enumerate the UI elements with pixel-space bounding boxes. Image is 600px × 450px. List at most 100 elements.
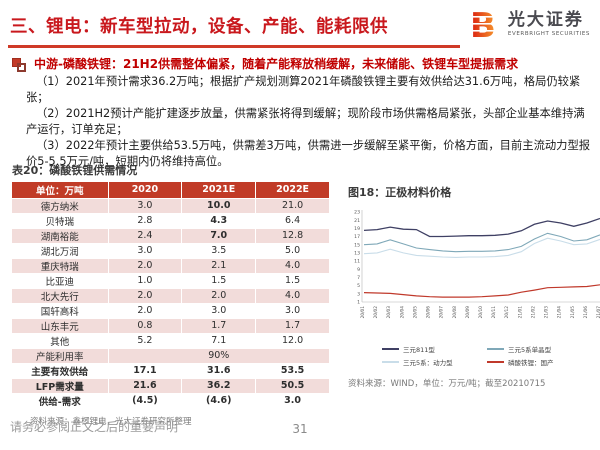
logo-name-cn: 光大证券 [507, 10, 584, 31]
row-label: 山东丰元 [12, 318, 109, 334]
svg-text:15: 15 [354, 242, 360, 248]
cell-value: 53.5 [255, 363, 330, 379]
legend-label: 三元5系单晶型 [508, 346, 552, 354]
table-row: 德方纳米 3.0 10.0 21.0 [12, 198, 330, 214]
cell-value: 4.0 [255, 288, 330, 304]
legend-line-swatch [382, 361, 399, 363]
cell-value: 1.5 [181, 273, 257, 289]
svg-text:11: 11 [354, 259, 360, 265]
svg-text:3: 3 [357, 291, 360, 297]
svg-text:20/06: 20/06 [426, 306, 432, 319]
cell-value: 7.0 [181, 228, 257, 244]
row-label: 德方纳米 [12, 198, 109, 214]
cell-value: 12.8 [255, 228, 330, 244]
cell-value: 36.2 [181, 378, 257, 394]
cell-value: 4.0 [255, 258, 330, 274]
cell-value: 1.7 [181, 318, 257, 334]
col-header-2022e: 2022E [255, 182, 330, 199]
svg-text:20/12: 20/12 [504, 306, 510, 319]
svg-text:21/02: 21/02 [530, 306, 536, 319]
row-label: 产能利用率 [12, 347, 109, 364]
cell-value: (4.6) [181, 393, 257, 409]
cell-value: 3.0 [108, 243, 183, 259]
chart-legend: 三元811型 三元5系单晶型 三元5系：动力型 磷酸铁锂：国产 [382, 344, 592, 367]
everbright-logo-icon: B [467, 7, 502, 43]
cell-value: 17.1 [108, 363, 183, 379]
page-title: 三、锂电：新车型拉动，设备、产能、能耗限供 [10, 17, 388, 37]
svg-text:5: 5 [357, 283, 360, 289]
paragraph-2: （2）2021H2预计产能扩建逐步放量，供需紧张将得到缓解；现阶段市场供需格局紧… [26, 107, 585, 136]
table-source: 资料来源：鑫椤锂电，光大证券研究所整理 [30, 416, 192, 427]
table-row: 国轩高科 2.0 3.0 3.0 [12, 303, 330, 319]
cell-value: 2.4 [108, 228, 183, 244]
svg-text:21/07: 21/07 [596, 306, 600, 319]
svg-text:20/01: 20/01 [360, 306, 366, 319]
cell-value: 0.8 [108, 318, 183, 334]
row-label: 湖北万润 [12, 243, 109, 259]
table-row: 贝特瑞 2.8 4.3 6.4 [12, 213, 330, 229]
cell-value: 5.0 [255, 243, 330, 259]
table-row: 北大先行 2.0 2.0 4.0 [12, 288, 330, 304]
svg-text:1: 1 [357, 300, 360, 306]
svg-text:20/08: 20/08 [452, 306, 458, 319]
row-label: 北大先行 [12, 288, 109, 304]
svg-text:23: 23 [354, 210, 360, 216]
figure-block: 图18：正极材料价格 1 3 5 7 9 11 13 15 17 19 21 23 20/01 20/02… [348, 184, 600, 389]
cell-value: 3.5 [181, 243, 257, 259]
row-label: 供给-需求 [12, 393, 109, 409]
table-row: 供给-需求 (4.5) (4.6) 3.0 [12, 393, 330, 409]
svg-text:21/03: 21/03 [544, 306, 550, 319]
table-row: 其他 5.2 7.1 12.0 [12, 333, 330, 349]
svg-text:21/06: 21/06 [583, 306, 589, 319]
legend-item: 三元811型 [382, 344, 487, 354]
svg-text:13: 13 [354, 251, 360, 257]
svg-text:20/09: 20/09 [465, 306, 471, 319]
legend-line-swatch [382, 348, 399, 350]
row-label: 重庆特瑞 [12, 258, 109, 274]
svg-text:19: 19 [354, 226, 360, 232]
cell-value: 2.1 [181, 258, 257, 274]
cell-value: 2.8 [108, 213, 183, 229]
svg-text:20/11: 20/11 [491, 306, 497, 319]
cell-value: 90% [108, 347, 330, 364]
svg-text:21/04: 21/04 [557, 306, 563, 319]
cell-value: 1.0 [108, 273, 183, 289]
table-row: 山东丰元 0.8 1.7 1.7 [12, 318, 330, 334]
legend-label: 三元5系：动力型 [403, 359, 453, 367]
cell-value: 1.7 [255, 318, 330, 334]
everbright-logo: B 光大证券 EVERBRIGHT SECURITIES [467, 7, 590, 43]
section-heading-row: 中游-磷酸铁锂：21H2供需整体偏紧，随着产能释放稍缓解，未来储能、铁锂车型提振… [12, 57, 592, 73]
table-row: LFP需求量 21.6 36.2 50.5 [12, 378, 330, 394]
col-header-2020: 2020 [108, 182, 183, 199]
cell-value: 1.5 [255, 273, 330, 289]
paragraph-1: （1）2021年预计需求36.2万吨；根据扩产规划测算2021年磷酸铁锂主要有效… [26, 75, 581, 104]
chart-line [363, 232, 600, 253]
cell-value: 2.0 [108, 258, 183, 274]
svg-text:20/05: 20/05 [412, 306, 418, 319]
figure-title: 图18：正极材料价格 [348, 186, 452, 199]
legend-item: 三元5系：动力型 [382, 357, 487, 367]
cell-value: 2.0 [108, 303, 183, 319]
row-label: 比亚迪 [12, 273, 109, 289]
svg-text:21/05: 21/05 [570, 306, 576, 319]
chart-line [363, 237, 600, 258]
title-divider [8, 45, 460, 48]
cell-value: 12.0 [255, 333, 330, 349]
content-columns: 表20：磷酸铁锂供需情况 单位：万吨 2020 2021E 2022E 德方纳米… [12, 162, 600, 427]
cell-value: 3.0 [255, 393, 330, 409]
table-row: 重庆特瑞 2.0 2.1 4.0 [12, 258, 330, 274]
cell-value: 2.0 [181, 288, 257, 304]
cell-value: 50.5 [255, 378, 330, 394]
footer-disclaimer: 请务必参阅正文之后的重要声明 [10, 420, 179, 434]
table-row: 湖南裕能 2.4 7.0 12.8 [12, 228, 330, 244]
table-title: 表20：磷酸铁锂供需情况 [12, 164, 138, 177]
legend-line-swatch [487, 348, 504, 350]
cell-value: 31.6 [181, 363, 257, 379]
body-paragraphs: （1）2021年预计需求36.2万吨；根据扩产规划测算2021年磷酸铁锂主要有效… [26, 74, 592, 170]
page-header: 三、锂电：新车型拉动，设备、产能、能耗限供 B 光大证券 EVERBRIGHT … [0, 0, 600, 48]
cell-value: 5.2 [108, 333, 183, 349]
chart-line [363, 284, 600, 298]
svg-text:20/04: 20/04 [399, 306, 405, 319]
